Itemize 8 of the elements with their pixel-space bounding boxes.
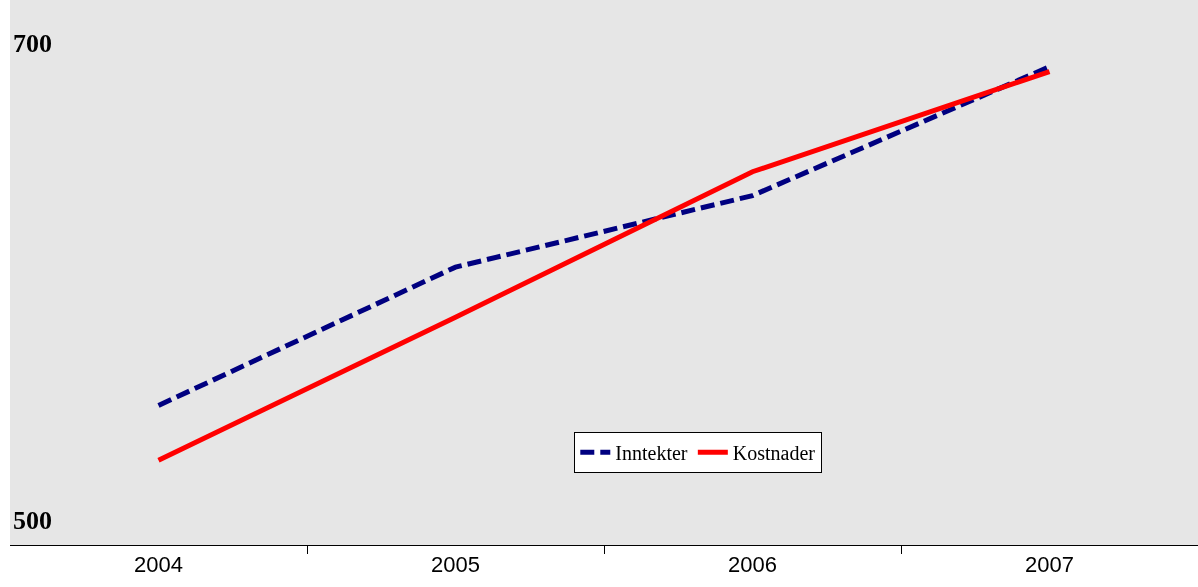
legend-label: Inntekter [615,442,688,465]
y-tick-label: 500 [13,506,52,536]
x-tick-label: 2006 [728,552,777,578]
legend-label: Kostnader [732,442,816,465]
x-tick-label: 2004 [134,552,183,578]
x-tick-label: 2005 [431,552,480,578]
x-tick-label: 2007 [1025,552,1074,578]
y-tick-label: 700 [13,29,52,59]
